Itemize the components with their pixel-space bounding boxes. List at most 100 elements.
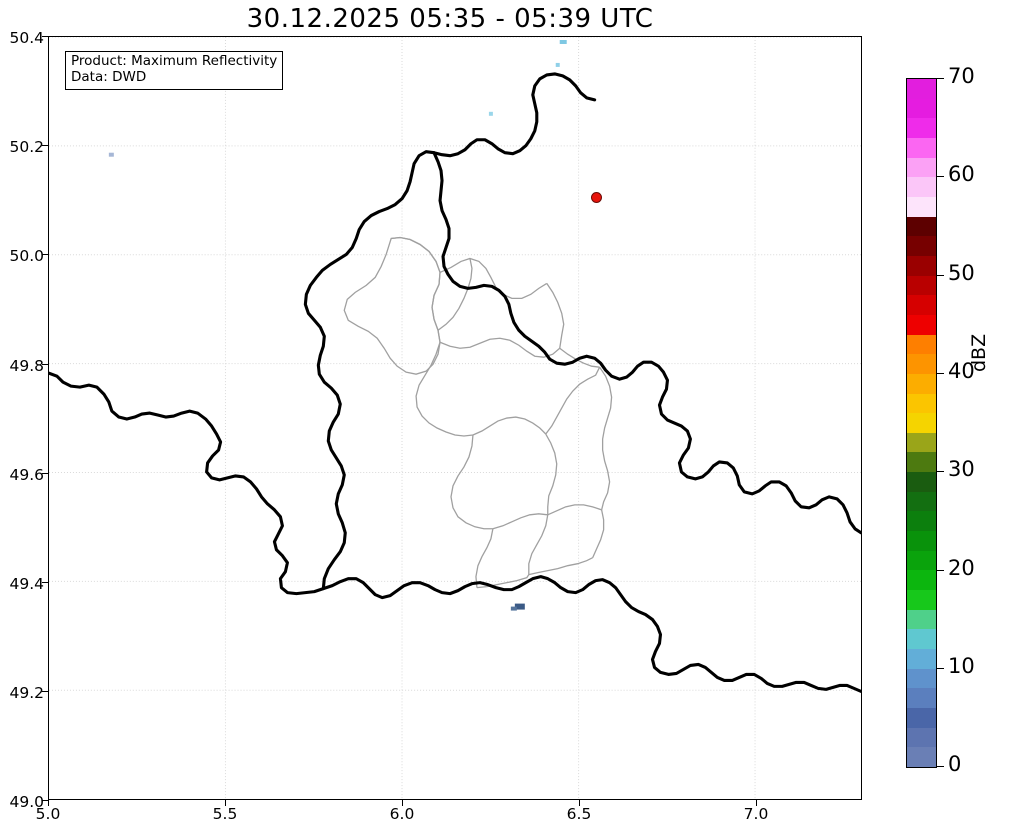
colorbar-band — [907, 344, 936, 355]
colorbar-tick-label: 20 — [948, 556, 975, 580]
y-tick-mark — [42, 800, 48, 802]
colorbar-band — [907, 354, 936, 365]
colorbar — [906, 78, 937, 768]
colorbar-band — [907, 305, 936, 315]
colorbar-band — [907, 609, 936, 620]
y-tick-label: 49.4 — [9, 575, 44, 593]
x-tick-label: 6.5 — [566, 805, 592, 823]
marker-layer — [49, 37, 861, 799]
colorbar-band — [907, 491, 936, 502]
colorbar-band — [907, 472, 936, 482]
info-box: Product: Maximum Reflectivity Data: DWD — [65, 51, 284, 90]
colorbar-band — [907, 79, 936, 89]
colorbar-band — [907, 688, 936, 699]
colorbar-band — [907, 550, 936, 561]
colorbar-band — [907, 147, 936, 158]
grid-layer — [49, 37, 861, 800]
colorbar-band — [907, 187, 936, 197]
colorbar-band — [907, 531, 936, 541]
colorbar-band — [907, 619, 936, 630]
colorbar-band — [907, 413, 936, 423]
colorbar-band — [907, 511, 936, 522]
colorbar-band — [907, 442, 936, 453]
radar-plot-area: Product: Maximum Reflectivity Data: DWD — [48, 36, 862, 800]
colorbar-band — [907, 422, 936, 433]
colorbar-band — [907, 668, 936, 679]
page-title: 30.12.2025 05:35 - 05:39 UTC — [246, 4, 654, 34]
colorbar-band — [907, 206, 936, 217]
x-tick-label: 5.5 — [212, 805, 238, 823]
colorbar-tick-label: 30 — [948, 457, 975, 481]
colorbar-tick-mark — [937, 176, 944, 178]
colorbar-band — [907, 393, 936, 404]
x-tick-label: 6.0 — [389, 805, 415, 823]
colorbar-band — [907, 717, 936, 728]
y-tick-mark — [42, 473, 48, 475]
colorbar-band — [907, 177, 936, 188]
colorbar-band — [907, 727, 936, 738]
colorbar-tick-mark — [937, 570, 944, 572]
colorbar-band — [907, 373, 936, 384]
colorbar-band — [907, 196, 936, 207]
y-tick-label: 49.6 — [9, 466, 44, 484]
colorbar-band — [907, 98, 936, 109]
colorbar-band — [907, 580, 936, 591]
colorbar-band — [907, 118, 936, 129]
colorbar-band — [907, 157, 936, 168]
colorbar-band — [907, 481, 936, 492]
colorbar-band — [907, 639, 936, 650]
colorbar-tick-mark — [937, 668, 944, 670]
colorbar-tick-label: 0 — [948, 752, 962, 776]
y-tick-mark — [42, 582, 48, 584]
y-tick-label: 50.2 — [9, 138, 44, 156]
colorbar-tick-label: 60 — [948, 162, 975, 186]
colorbar-band — [907, 383, 936, 394]
colorbar-band — [907, 599, 936, 610]
colorbar-tick-mark — [937, 373, 944, 375]
colorbar-band — [907, 462, 936, 473]
colorbar-band — [907, 88, 936, 99]
x-tick-mark — [402, 800, 404, 806]
x-tick-mark — [48, 800, 50, 806]
colorbar-band — [907, 295, 936, 306]
x-tick-mark — [756, 800, 758, 806]
radar-station-marker[interactable] — [591, 192, 602, 203]
colorbar-band — [907, 226, 936, 237]
colorbar-band — [907, 246, 936, 256]
y-tick-label: 49.8 — [9, 357, 44, 375]
colorbar-band — [907, 403, 936, 414]
colorbar-band — [907, 737, 936, 748]
colorbar-band — [907, 265, 936, 276]
colorbar-band — [907, 708, 936, 718]
info-product-line: Product: Maximum Reflectivity — [71, 53, 278, 69]
colorbar-band — [907, 658, 936, 669]
colorbar-tick-label: 40 — [948, 359, 975, 383]
colorbar-band — [907, 570, 936, 581]
colorbar-tick-mark — [937, 78, 944, 80]
colorbar-band — [907, 590, 936, 600]
y-tick-mark — [42, 145, 48, 147]
colorbar-band — [907, 560, 936, 571]
map-boundaries-layer — [49, 72, 861, 693]
colorbar-band — [907, 167, 936, 178]
colorbar-tick-mark — [937, 275, 944, 277]
colorbar-band — [907, 432, 936, 443]
y-tick-mark — [42, 36, 48, 38]
country-boundaries — [49, 72, 861, 693]
colorbar-band — [907, 629, 936, 640]
info-data-line: Data: DWD — [71, 68, 147, 85]
colorbar-band — [907, 540, 936, 551]
colorbar-tick-label: 70 — [948, 64, 975, 88]
colorbar-band — [907, 216, 936, 227]
colorbar-band — [907, 128, 936, 138]
x-tick-mark — [579, 800, 581, 806]
x-tick-label: 5.0 — [35, 805, 61, 823]
y-tick-label: 50.4 — [9, 29, 44, 47]
colorbar-band — [907, 275, 936, 286]
colorbar-tick-mark — [937, 766, 944, 768]
colorbar-tick-label: 10 — [948, 654, 975, 678]
colorbar-band — [907, 137, 936, 148]
colorbar-title: dBZ — [968, 333, 990, 372]
colorbar-band — [907, 255, 936, 266]
colorbar-band — [907, 649, 936, 659]
